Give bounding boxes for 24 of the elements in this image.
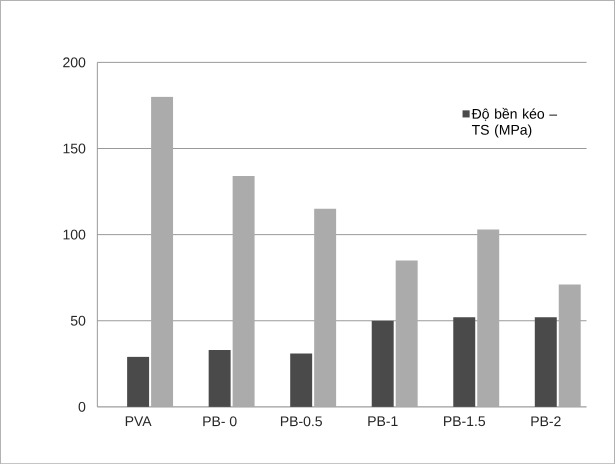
x-tick-label: PB-2	[531, 416, 561, 426]
bar	[232, 176, 255, 407]
y-tick-label: 200	[63, 57, 86, 68]
bar	[314, 208, 336, 407]
x-tick-label: PB-1	[368, 416, 398, 426]
bar	[372, 320, 394, 407]
legend-label: Độ bền kéo – TS (MPa)	[472, 108, 558, 138]
bar	[208, 350, 231, 407]
bar	[477, 229, 500, 407]
y-tick-label: 150	[64, 143, 86, 154]
y-tick-label: 0	[78, 402, 86, 412]
bar	[127, 356, 150, 407]
bar	[396, 260, 418, 407]
bar	[534, 317, 557, 407]
y-tick-label: 50	[70, 316, 86, 326]
x-tick-label: PB- 0	[203, 416, 237, 426]
x-tick-label: PB-1.5	[444, 416, 486, 426]
bar	[151, 96, 174, 407]
bar	[558, 284, 581, 407]
x-tick-label: PVA	[126, 416, 152, 426]
x-tick-label: PB-0.5	[280, 416, 322, 426]
bar	[453, 317, 476, 407]
y-tick-label: 100	[64, 230, 86, 240]
bar	[290, 353, 312, 407]
